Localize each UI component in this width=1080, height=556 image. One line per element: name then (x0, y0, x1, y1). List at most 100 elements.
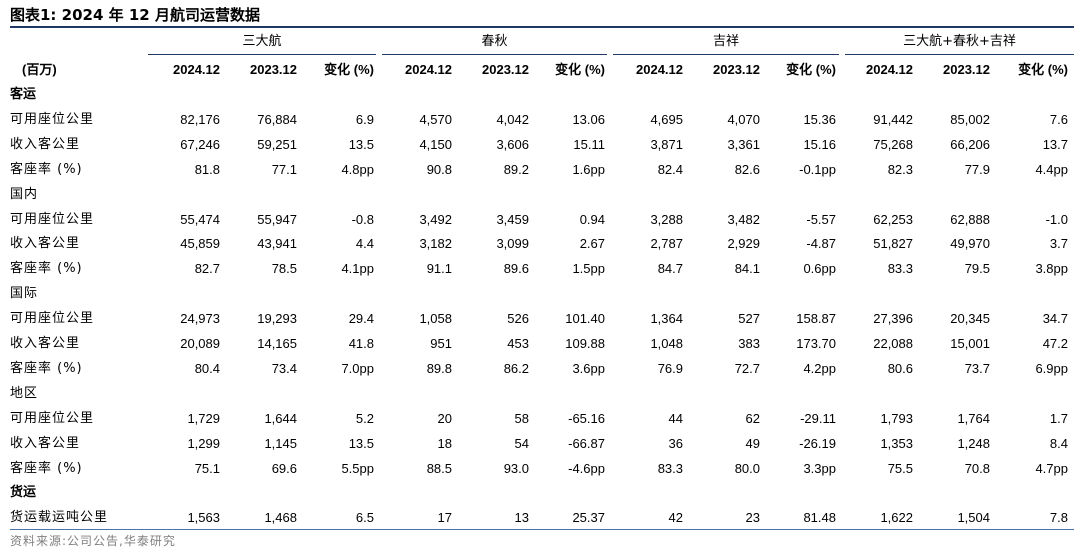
table-cell: 54 (514, 435, 529, 451)
table-cell: 4.4pp (1035, 161, 1068, 177)
table-cell: 47.2 (1042, 336, 1068, 351)
group-underline (613, 54, 839, 55)
section-header: 客运 (10, 87, 37, 102)
table-cell: 3.3pp (803, 460, 836, 476)
column-header: 2023.12 (482, 62, 529, 77)
table-cell: 49 (745, 435, 760, 451)
table-cell: 82.3 (887, 161, 913, 177)
row-label: 收入客公里 (10, 435, 81, 451)
table-cell: 1,622 (880, 510, 913, 526)
table-cell: 25.37 (572, 510, 605, 526)
table-cell: 101.40 (565, 311, 605, 327)
table-cell: 55,474 (180, 211, 220, 227)
table-cell: 82.4 (657, 161, 683, 177)
table-cell: 383 (738, 336, 760, 351)
table-cell: 1,364 (650, 311, 683, 327)
table-cell: 13 (514, 510, 529, 526)
group-underline (382, 54, 607, 55)
row-label: 货运载运吨公里 (10, 510, 109, 526)
table-cell: 3.6pp (572, 360, 605, 376)
group-header: 吉祥 (712, 34, 739, 49)
table-cell: 13.5 (348, 136, 374, 152)
table-row: 客座率 (%) 81.8 77.1 4.8pp 90.8 89.2 1.6pp 82.4 82.… (0, 157, 1080, 182)
table-cell: 82.6 (734, 161, 760, 177)
table-cell: 82.7 (194, 261, 220, 277)
table-cell: 109.88 (565, 336, 605, 351)
table-row: 收入客公里 45,859 43,941 4.4 3,182 3,099 2.67 2,787 2… (0, 231, 1080, 256)
table-cell: 29.4 (348, 311, 374, 327)
table-cell: 85,002 (950, 111, 990, 127)
table-cell: 7.8 (1049, 510, 1068, 526)
section-header: 国际 (10, 286, 39, 302)
column-header: 2024.12 (405, 62, 452, 77)
table-cell: 70.8 (964, 460, 990, 476)
table-cell: 73.4 (271, 360, 297, 376)
table-cell: 84.1 (734, 261, 760, 277)
table-cell: 4,695 (650, 111, 683, 127)
table-cell: 3,606 (496, 136, 529, 152)
table-cell: 91.1 (426, 261, 452, 277)
table-cell: 3.8pp (1035, 261, 1068, 277)
table-cell: 77.1 (271, 161, 297, 177)
table-cell: 3,871 (650, 136, 683, 152)
group-underline (148, 54, 376, 55)
table-cell: 89.2 (503, 161, 529, 177)
table-cell: 526 (507, 311, 529, 327)
table-cell: 27,396 (873, 311, 913, 327)
table-cell: 15.11 (573, 136, 605, 152)
table-cell: 5.5pp (341, 460, 374, 476)
table-cell: 80.4 (194, 360, 220, 376)
table-cell: 78.5 (271, 261, 297, 277)
table-cell: 5.2 (355, 410, 374, 426)
table-cell: 3,288 (650, 211, 683, 227)
table-cell: 1.7 (1049, 410, 1068, 426)
table-cell: 62 (745, 410, 760, 426)
table-cell: 13.06 (572, 111, 605, 127)
table-row: 可用座位公里 1,729 1,644 5.2 20 58 -65.16 44 62 -29.11 1… (0, 406, 1080, 431)
table-row: 客座率 (%) 75.1 69.6 5.5pp 88.5 93.0 -4.6pp 83.3 80… (0, 456, 1080, 481)
table-cell: 4,570 (419, 111, 452, 127)
column-header: 变化 (%) (1018, 62, 1068, 77)
table-cell: -4.6pp (568, 460, 605, 476)
table-cell: 1.5pp (572, 261, 605, 277)
table-cell: 4.1pp (341, 261, 374, 277)
row-label: 客座率 (%) (10, 460, 83, 476)
table-cell: 83.3 (657, 460, 683, 476)
column-header: 变化 (%) (324, 62, 374, 77)
table-cell: 66,206 (950, 136, 990, 152)
table-cell: 1,764 (957, 410, 990, 426)
table-cell: 72.7 (734, 360, 760, 376)
table-cell: 67,246 (180, 136, 220, 152)
table-row: 收入客公里 20,089 14,165 41.8 951 453 109.88 1,048 38… (0, 331, 1080, 356)
row-label: 收入客公里 (10, 136, 81, 152)
table-cell: 91,442 (873, 111, 913, 127)
row-label: 可用座位公里 (10, 410, 95, 426)
table-cell: 18 (437, 435, 452, 451)
table-row: 客座率 (%) 82.7 78.5 4.1pp 91.1 89.6 1.5pp 84.7 84.… (0, 256, 1080, 281)
table-cell: 3,182 (419, 236, 452, 252)
group-header: 春秋 (481, 34, 508, 49)
table-cell: 6.9 (355, 111, 374, 127)
group-header: 三大航+春秋+吉祥 (903, 34, 1016, 49)
column-header: 2024.12 (636, 62, 683, 77)
table-cell: 75.1 (194, 460, 220, 476)
table-cell: 88.5 (426, 460, 452, 476)
row-label: 客座率 (%) (10, 360, 83, 376)
table-cell: 8.4 (1049, 435, 1068, 451)
table-cell: 3,459 (496, 211, 529, 227)
table-cell: 4.7pp (1035, 460, 1068, 476)
table-cell: 41.8 (348, 336, 374, 351)
column-header: 2023.12 (250, 62, 297, 77)
table-cell: 82,176 (180, 111, 220, 127)
row-label: 客座率 (%) (10, 161, 83, 177)
table-cell: -0.1pp (799, 161, 836, 177)
table-cell: 2,787 (650, 236, 683, 252)
table-cell: 1,145 (264, 435, 297, 451)
table-cell: 1,058 (419, 311, 452, 327)
table-cell: 4,150 (419, 136, 452, 152)
table-cell: 1,793 (880, 410, 913, 426)
column-header: 2023.12 (713, 62, 760, 77)
table-cell: 158.87 (796, 311, 836, 327)
top-rule (10, 26, 1074, 28)
table-cell: 527 (738, 311, 760, 327)
